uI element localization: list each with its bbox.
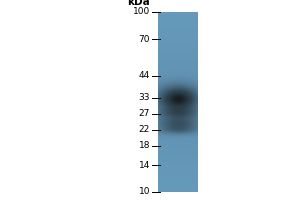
Text: 44: 44 xyxy=(139,72,150,80)
Text: 18: 18 xyxy=(139,142,150,150)
Text: 27: 27 xyxy=(139,110,150,118)
Text: kDa: kDa xyxy=(127,0,150,7)
Text: 100: 100 xyxy=(133,7,150,17)
Text: 33: 33 xyxy=(139,94,150,102)
Text: 22: 22 xyxy=(139,126,150,134)
Text: 10: 10 xyxy=(139,188,150,196)
Text: 14: 14 xyxy=(139,160,150,170)
Text: 70: 70 xyxy=(139,34,150,44)
